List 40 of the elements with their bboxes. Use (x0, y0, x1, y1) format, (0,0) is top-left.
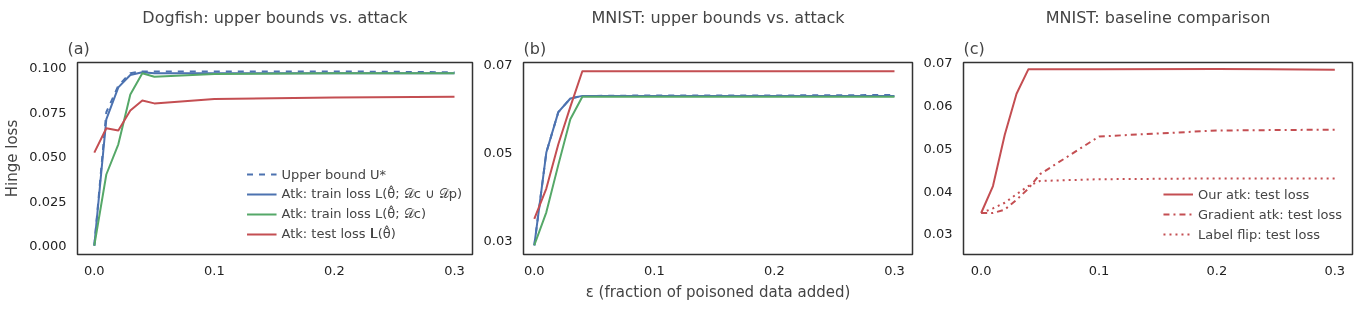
legend-label: Upper bound U* (281, 166, 387, 182)
legend-label: Gradient atk: test loss (1197, 206, 1342, 222)
chart-title: Dogfish: upper bounds vs. attack (142, 7, 409, 27)
x-tick-label: 0.0 (83, 262, 105, 278)
y-axis-title: Hinge loss (3, 119, 22, 198)
x-tick-label: 0.3 (444, 262, 465, 278)
y-tick-label: 0.050 (29, 149, 67, 165)
y-tick-label: 0.07 (923, 55, 953, 71)
y-tick-label: 0.05 (923, 140, 953, 156)
x-tick-label: 0.1 (204, 262, 225, 278)
x-tick-label: 0.2 (764, 262, 785, 278)
x-tick-label: 0.0 (523, 262, 545, 278)
y-tick-label: 0.000 (29, 238, 67, 254)
legend-label: Atk: test loss 𝐋(θ̂) (281, 226, 396, 242)
legend-label: Our atk: test loss (1197, 186, 1310, 202)
y-tick-label: 0.05 (483, 145, 513, 161)
y-tick-label: 0.075 (29, 104, 67, 120)
y-tick-label: 0.03 (483, 232, 513, 248)
text: (c) (963, 38, 985, 58)
x-tick-label: 0.2 (324, 262, 345, 278)
chart-title: MNIST: upper bounds vs. attack (591, 7, 846, 27)
x-tick-label: 0.3 (884, 262, 905, 278)
legend-label: Atk: train loss L(θ̂; 𝒟c ∪ 𝒟p) (281, 186, 462, 202)
x-tick-label: 0.1 (1088, 262, 1110, 278)
y-tick-label: 0.03 (923, 226, 953, 242)
chart-title: MNIST: baseline comparison (1045, 7, 1271, 27)
x-tick-label: 0.3 (1324, 262, 1346, 278)
legend-label: Label flip: test loss (1197, 226, 1320, 242)
legend-label: Atk: train loss L(θ̂; 𝒟c) (281, 206, 426, 222)
y-tick-label: 0.07 (483, 57, 513, 73)
text: (a) (67, 38, 90, 58)
x-tick-label: 0.0 (970, 262, 992, 278)
text: (b) (523, 38, 547, 58)
x-tick-label: 0.1 (644, 262, 665, 278)
x-tick-label: 0.2 (1206, 262, 1228, 278)
x-axis-title: ε (fraction of poisoned data added) (585, 282, 851, 301)
y-tick-label: 0.04 (923, 183, 953, 199)
y-tick-label: 0.06 (923, 98, 953, 114)
y-tick-label: 0.100 (29, 60, 67, 76)
y-tick-label: 0.025 (29, 193, 67, 209)
